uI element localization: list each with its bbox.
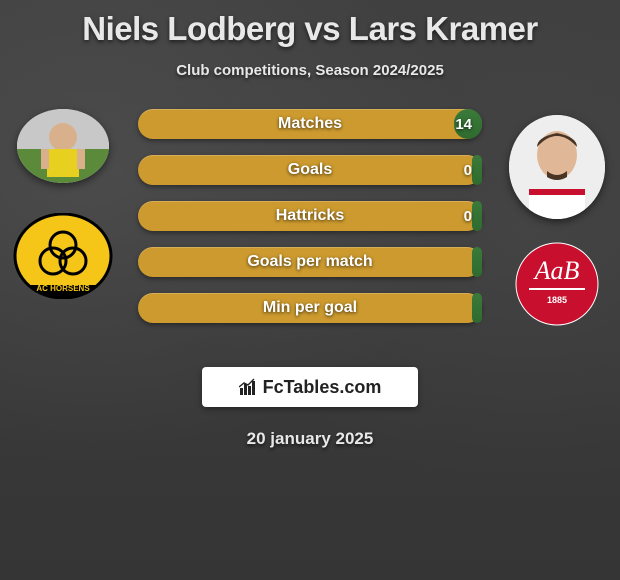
stat-row-min-per-goal: Min per goal xyxy=(138,293,482,323)
left-player-column: AC HORSENS xyxy=(8,109,118,299)
svg-text:AC HORSENS: AC HORSENS xyxy=(36,284,90,293)
stat-row-goals-per-match: Goals per match xyxy=(138,247,482,277)
player-left-avatar xyxy=(17,109,109,183)
brand-box: FcTables.com xyxy=(202,367,418,407)
comparison-panel: AC HORSENS AaB 1885 xyxy=(0,109,620,359)
player-right-club-badge: AaB 1885 xyxy=(507,241,607,327)
stat-right-value: 0 xyxy=(464,155,472,185)
stat-label: Goals per match xyxy=(138,247,482,277)
stat-row-goals: Goals 0 xyxy=(138,155,482,185)
right-player-column: AaB 1885 xyxy=(502,109,612,327)
stat-label: Hattricks xyxy=(138,201,482,231)
svg-text:1885: 1885 xyxy=(547,295,567,305)
stat-row-hattricks: Hattricks 0 xyxy=(138,201,482,231)
stat-row-matches: Matches 14 xyxy=(138,109,482,139)
page-title: Niels Lodberg vs Lars Kramer xyxy=(0,0,620,48)
subtitle: Club competitions, Season 2024/2025 xyxy=(0,62,620,79)
player-right-avatar xyxy=(509,115,605,219)
svg-text:AaB: AaB xyxy=(533,256,580,285)
stat-bars: Matches 14 Goals 0 Hattricks 0 Goals per… xyxy=(138,109,482,339)
date-label: 20 january 2025 xyxy=(0,429,620,449)
bar-chart-icon xyxy=(239,378,259,396)
stat-label: Goals xyxy=(138,155,482,185)
player-left-club-badge: AC HORSENS xyxy=(13,213,113,299)
stat-right-value: 14 xyxy=(455,109,472,139)
stat-right-value: 0 xyxy=(464,201,472,231)
brand-label: FcTables.com xyxy=(263,377,382,398)
stat-label: Min per goal xyxy=(138,293,482,323)
stat-label: Matches xyxy=(138,109,482,139)
